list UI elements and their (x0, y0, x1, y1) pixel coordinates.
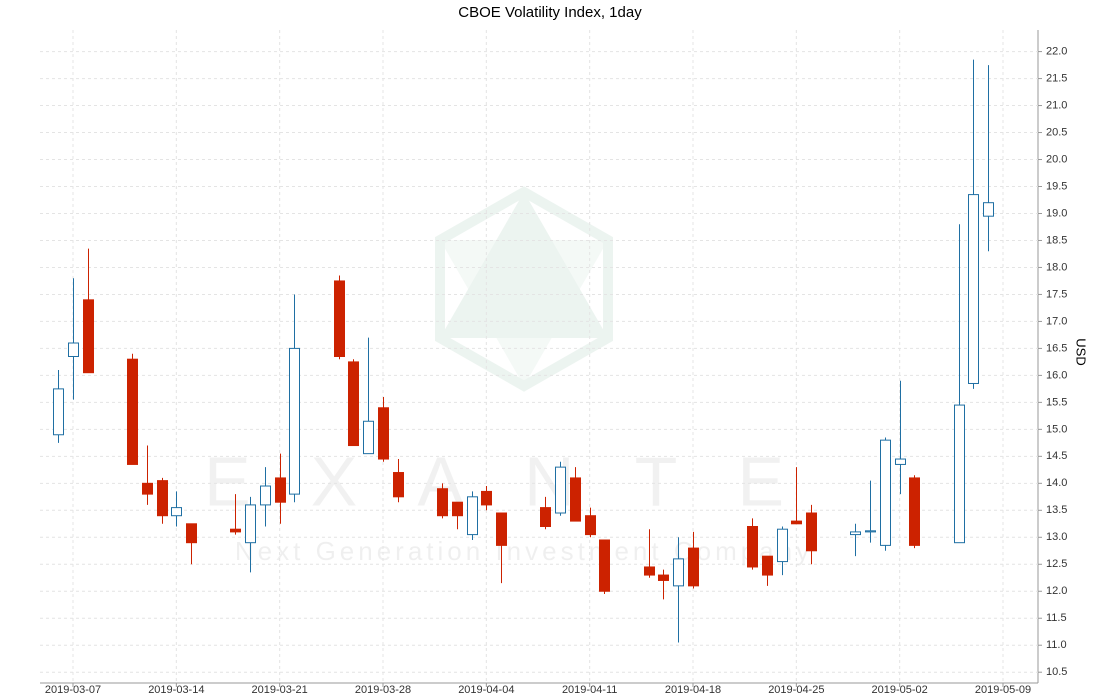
y-tick-label: 21.0 (1046, 99, 1067, 111)
candle-body (880, 439, 891, 546)
chart-title: CBOE Volatility Index, 1day (458, 4, 642, 21)
candle-body (747, 525, 758, 568)
y-tick-label: 16.5 (1046, 342, 1067, 354)
candle-body (777, 528, 788, 563)
y-tick-label: 14.5 (1046, 450, 1067, 462)
candle-body (791, 520, 802, 525)
candle-body (555, 466, 566, 514)
y-tick-label: 12.0 (1046, 585, 1067, 597)
x-tick-label: 2019-03-07 (45, 684, 101, 696)
candle-body (599, 539, 610, 592)
x-tick-label: 2019-03-14 (148, 684, 204, 696)
candle-body (171, 507, 182, 517)
candle-body (496, 512, 507, 546)
candle-body (348, 361, 359, 447)
candle-body (673, 558, 684, 587)
candle-body (68, 342, 79, 358)
candle-body (142, 482, 153, 495)
x-tick-label: 2019-03-21 (252, 684, 308, 696)
x-tick-label: 2019-05-09 (975, 684, 1031, 696)
candle-body (157, 480, 168, 517)
candle-body (540, 507, 551, 527)
candle-body (762, 555, 773, 576)
y-tick-label: 17.0 (1046, 315, 1067, 327)
y-tick-label: 20.5 (1046, 126, 1067, 138)
x-tick-label: 2019-04-25 (768, 684, 824, 696)
candle-body (585, 515, 596, 536)
y-tick-label: 19.5 (1046, 180, 1067, 192)
candle-body (481, 490, 492, 506)
candle-body (688, 547, 699, 587)
y-tick-label: 18.0 (1046, 261, 1067, 273)
candle-body (895, 458, 906, 465)
candle-body (363, 420, 374, 455)
candle-body (437, 488, 448, 517)
candle-body (275, 477, 286, 503)
candle-body (393, 472, 404, 498)
candle-body (83, 299, 94, 374)
candle-body (570, 477, 581, 522)
y-tick-label: 19.0 (1046, 207, 1067, 219)
y-tick-label: 11.5 (1046, 612, 1067, 624)
y-tick-label: 13.5 (1046, 504, 1067, 516)
x-tick-label: 2019-04-18 (665, 684, 721, 696)
y-tick-label: 11.0 (1046, 639, 1067, 651)
y-tick-label: 18.5 (1046, 234, 1067, 246)
candle-body (186, 523, 197, 544)
candle-body (53, 388, 64, 436)
candle-body (230, 528, 241, 533)
candle-body (378, 407, 389, 460)
candle-body (865, 530, 876, 533)
candle-body (954, 404, 965, 544)
candle-body (909, 477, 920, 546)
y-tick-label: 21.5 (1046, 72, 1067, 84)
watermark-subtitle: Next Generation Investment Company (235, 536, 813, 566)
watermark-logo (435, 186, 613, 392)
candle-body (127, 358, 138, 465)
candle-body (289, 347, 300, 495)
candle-body (658, 574, 669, 581)
x-tick-label: 2019-04-11 (562, 684, 617, 696)
y-axis-label: USD (1074, 338, 1089, 365)
candle-body (644, 566, 655, 576)
x-tick-label: 2019-05-02 (872, 684, 928, 696)
y-tick-label: 14.0 (1046, 477, 1067, 489)
y-tick-label: 16.0 (1046, 369, 1067, 381)
candle-body (968, 194, 979, 384)
candle-body (467, 496, 478, 536)
y-tick-label: 22.0 (1046, 45, 1067, 57)
y-tick-label: 12.5 (1046, 558, 1067, 570)
candle-body (334, 280, 345, 358)
x-tick-label: 2019-03-28 (355, 684, 411, 696)
candle-body (983, 202, 994, 217)
candle-body (452, 501, 463, 517)
y-tick-label: 17.5 (1046, 288, 1067, 300)
candle-body (245, 504, 256, 544)
candle-body (806, 512, 817, 552)
candle-body (260, 485, 271, 506)
y-tick-label: 10.5 (1046, 666, 1067, 678)
y-tick-label: 15.0 (1046, 423, 1067, 435)
y-tick-label: 20.0 (1046, 153, 1067, 165)
x-tick-label: 2019-04-04 (458, 684, 514, 696)
watermark: EXANTE (204, 442, 844, 520)
y-tick-label: 13.0 (1046, 531, 1067, 543)
y-tick-label: 15.5 (1046, 396, 1067, 408)
candle-body (850, 531, 861, 536)
